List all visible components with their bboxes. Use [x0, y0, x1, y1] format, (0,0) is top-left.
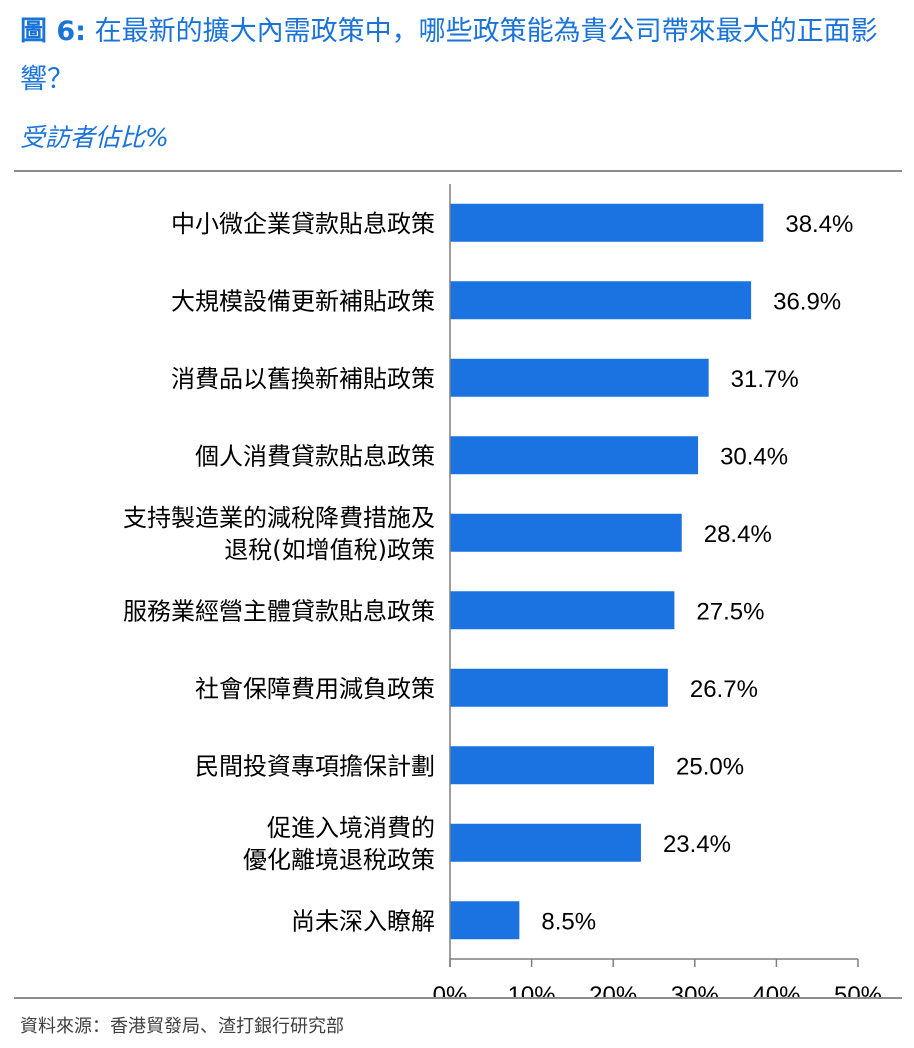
x-tick-label: 10% [508, 982, 556, 997]
x-tick-label: 50% [834, 982, 882, 997]
category-label: 中小微企業貸款貼息政策 [171, 210, 435, 238]
title-text: 在最新的擴大內需政策中，哪些政策能為貴公司帶來最大的正面影響？ [20, 16, 878, 95]
category-label: 大規模設備更新補貼政策 [171, 287, 435, 315]
bar [450, 281, 752, 320]
data-label: 36.9% [773, 288, 841, 315]
bar [450, 668, 668, 707]
bar [450, 901, 520, 940]
category-label: 優化離境退稅政策 [243, 846, 435, 874]
category-label: 社會保障費用減負政策 [195, 675, 435, 703]
x-tick-label: 30% [671, 982, 719, 997]
bar [450, 358, 709, 397]
category-label: 支持製造業的減稅降費措施及 [123, 504, 435, 532]
category-label: 個人消費貸款貼息政策 [195, 442, 435, 470]
bar [450, 436, 699, 475]
figure-label: 圖 6: [20, 16, 86, 47]
bar [450, 823, 641, 862]
data-label: 30.4% [720, 443, 788, 470]
data-label: 26.7% [690, 676, 758, 703]
bar-chart: 38.4% 中小微企業貸款貼息政策 36.9% 大規模設備更新補貼政策 31.7% 消費品… [123, 184, 882, 997]
data-label: 28.4% [704, 521, 772, 548]
category-label: 民間投資專項擔保計劃 [195, 752, 435, 780]
data-label: 27.5% [696, 598, 764, 625]
category-label: 促進入境消費的 [267, 814, 435, 842]
bar [450, 513, 682, 552]
category-label: 尚未深入瞭解 [291, 907, 435, 935]
data-label: 31.7% [731, 366, 799, 393]
bar [450, 203, 764, 242]
category-label: 退稅(如增值稅)政策 [224, 536, 435, 564]
chart-subtitle: 受訪者佔比% [20, 123, 169, 152]
x-tick-label: 0% [433, 982, 468, 997]
bar [450, 746, 654, 785]
category-label: 消費品以舊換新補貼政策 [171, 365, 435, 393]
data-label: 25.0% [676, 753, 744, 780]
bottom-divider [14, 997, 902, 999]
top-divider [14, 170, 902, 172]
bar [450, 591, 675, 630]
data-label: 23.4% [663, 831, 731, 858]
data-label: 38.4% [785, 211, 853, 238]
x-tick-label: 40% [752, 982, 800, 997]
source-note: 資料來源：香港貿發局、渣打銀行研究部 [20, 1016, 344, 1037]
x-tick-label: 20% [589, 982, 637, 997]
data-label: 8.5% [541, 908, 596, 935]
chart-title: 圖 6: 在最新的擴大內需政策中，哪些政策能為貴公司帶來最大的正面影響？ [20, 8, 905, 104]
category-label: 服務業經營主體貸款貼息政策 [123, 597, 435, 625]
